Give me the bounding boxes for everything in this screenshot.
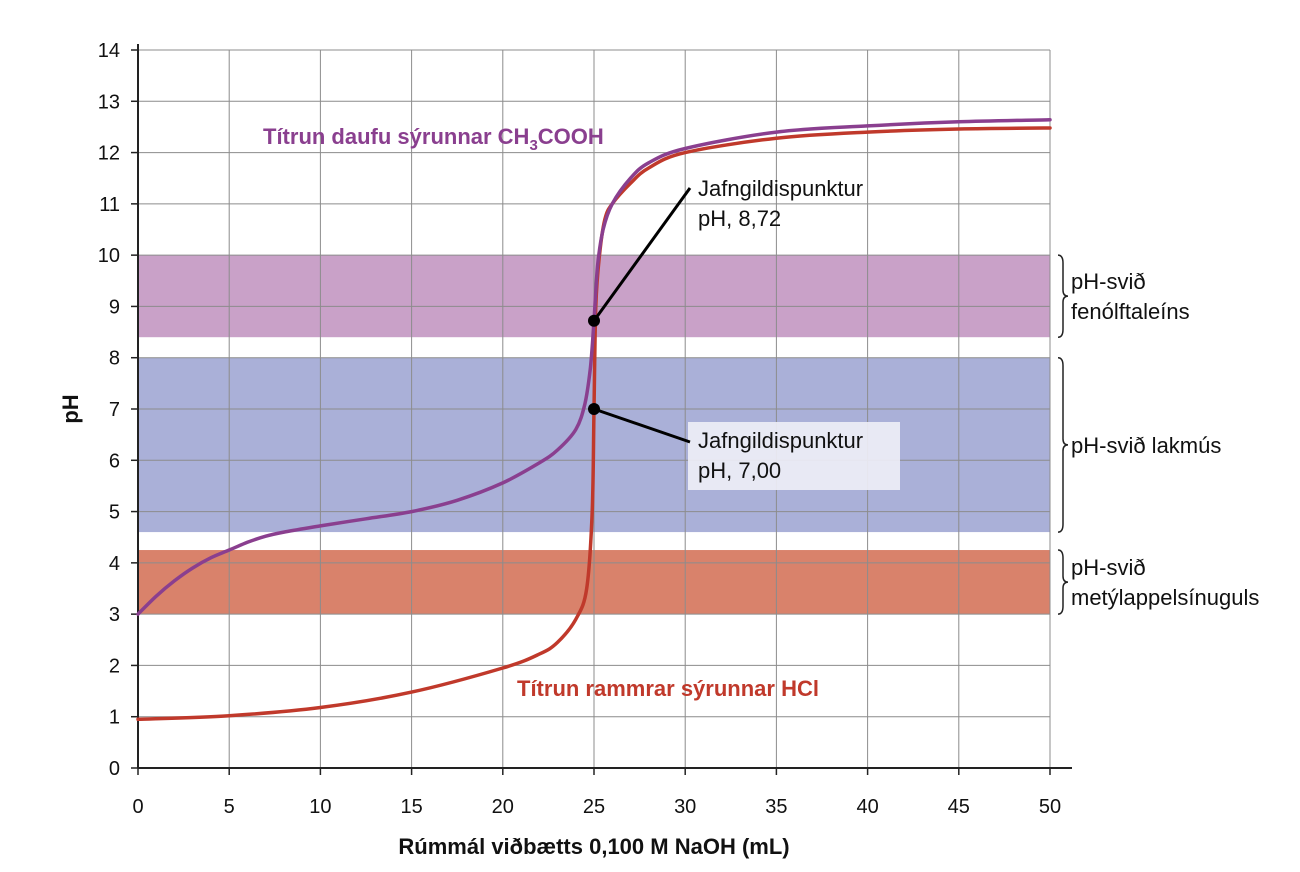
y-tick-label: 8 <box>109 348 120 370</box>
x-tick-label: 40 <box>856 796 878 818</box>
series-line <box>136 126 1052 722</box>
axes: 0 5 10 15 20 25 30 35 40 45 5001234567891011121314… <box>58 40 1072 859</box>
series-line <box>136 117 1052 616</box>
x-tick-label: 45 <box>948 796 970 818</box>
y-tick-label: 9 <box>109 296 120 318</box>
x-tick-label: 5 <box>224 796 235 818</box>
annotation-leader <box>593 407 691 444</box>
y-tick-label: 11 <box>99 194 120 216</box>
y-axis-title: pH <box>58 394 83 423</box>
y-tick-label: 14 <box>98 40 120 62</box>
x-tick-label: 10 <box>309 796 331 818</box>
band-brace <box>1057 356 1069 533</box>
annotation-leader <box>592 187 692 322</box>
x-tick-label: 0 <box>132 796 143 818</box>
x-tick-label: 30 <box>674 796 696 818</box>
y-tick-label: 13 <box>98 91 120 113</box>
series-label-weak-acid: Títrun daufu sýrunnar CH3COOH <box>263 124 604 154</box>
y-tick-label: 1 <box>109 707 120 729</box>
annotation-label: Jafngildispunktur <box>698 176 863 201</box>
labels: pH-svið fenólftaleíns pH-svið lakmús pH-svi… <box>263 124 1259 701</box>
equivalence-point-marker <box>588 314 600 327</box>
y-tick-label: 0 <box>109 758 120 780</box>
series-lines <box>136 117 1052 722</box>
x-tick-label: 35 <box>765 796 787 818</box>
y-tick-label: 2 <box>109 655 120 677</box>
y-tick-label: 4 <box>109 553 120 575</box>
y-tick-label: 12 <box>98 143 120 165</box>
band-label: pH-svið <box>1071 555 1146 580</box>
band-brace <box>1057 254 1069 338</box>
y-tick-label: 5 <box>109 502 120 524</box>
annotation-box <box>688 422 900 490</box>
x-tick-label: 20 <box>492 796 514 818</box>
x-axis-title: Rúmmál viðbætts 0,100 M NaOH (mL) <box>398 834 789 859</box>
band-brace <box>1057 549 1069 615</box>
y-tick-label: 10 <box>98 245 120 267</box>
y-tick-label: 7 <box>109 399 120 421</box>
band-label: fenólftaleíns <box>1071 299 1190 324</box>
annotations: Jafngildispunktur pH, 8,72 Jafngildispunkt… <box>588 176 900 490</box>
y-tick-label: 3 <box>109 604 120 626</box>
annotation-label: Jafngildispunktur <box>698 428 863 453</box>
series-label-strong-acid: Títrun rammrar sýrunnar HCl <box>517 676 819 701</box>
y-tick-label: 6 <box>109 450 120 472</box>
x-tick-label: 25 <box>583 796 605 818</box>
annotation-label: pH, 8,72 <box>698 206 781 231</box>
x-tick-label: 15 <box>400 796 422 818</box>
annotation-label: pH, 7,00 <box>698 458 781 483</box>
equivalence-point-marker <box>588 403 600 415</box>
band-label: pH-svið <box>1071 269 1146 294</box>
x-tick-label: 50 <box>1039 796 1061 818</box>
band-label: metýlappelsínuguls <box>1071 585 1259 610</box>
band-label: pH-svið lakmús <box>1071 433 1221 458</box>
